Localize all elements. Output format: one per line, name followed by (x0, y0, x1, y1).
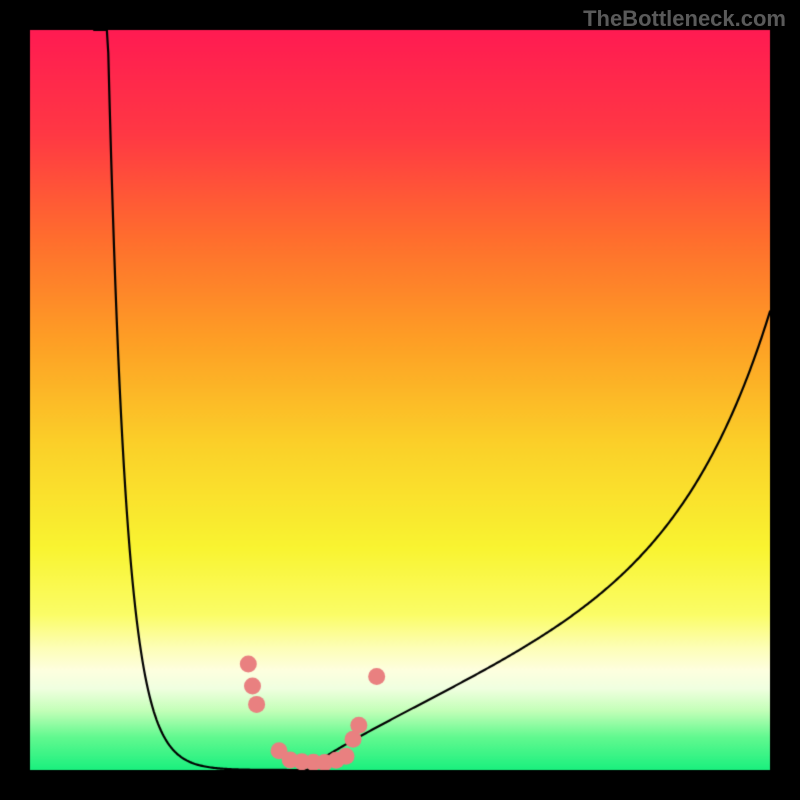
bottleneck-curve-chart (0, 0, 800, 800)
chart-stage: TheBottleneck.com (0, 0, 800, 800)
watermark-text: TheBottleneck.com (583, 6, 786, 32)
